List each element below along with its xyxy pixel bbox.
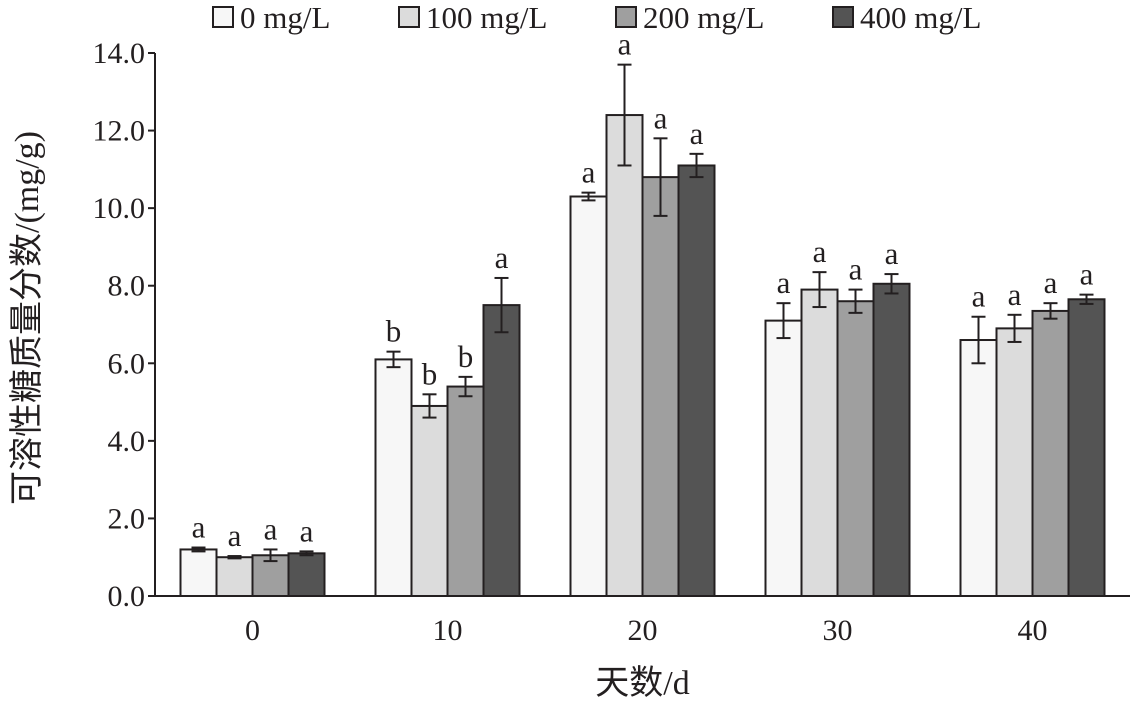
bar bbox=[251, 554, 290, 598]
significance-label: a bbox=[1044, 265, 1058, 300]
significance-label: b bbox=[458, 339, 474, 374]
bar bbox=[410, 404, 449, 598]
error-bars bbox=[191, 63, 1094, 563]
significance-label: a bbox=[690, 116, 704, 151]
bar bbox=[215, 556, 254, 598]
x-tick-label: 40 bbox=[1018, 614, 1048, 647]
x-tick-label: 0 bbox=[245, 614, 260, 647]
significance-label: a bbox=[849, 252, 863, 287]
bar bbox=[605, 114, 644, 598]
bar bbox=[836, 300, 875, 597]
legend-swatch bbox=[212, 6, 234, 28]
bar bbox=[800, 288, 839, 597]
bar bbox=[1031, 309, 1070, 597]
bar bbox=[446, 385, 485, 597]
x-tick-label: 10 bbox=[433, 614, 463, 647]
legend-label: 200 mg/L bbox=[643, 0, 764, 35]
significance-label: a bbox=[300, 513, 314, 548]
significance-label: a bbox=[618, 27, 632, 62]
significance-label: a bbox=[264, 511, 278, 546]
bar bbox=[374, 358, 413, 597]
x-tick-label: 20 bbox=[628, 614, 658, 647]
legend-swatch bbox=[615, 6, 637, 28]
significance-label: a bbox=[495, 240, 509, 275]
bar bbox=[995, 327, 1034, 597]
legend-swatch bbox=[832, 6, 854, 28]
significance-label: a bbox=[813, 234, 827, 269]
bar bbox=[482, 304, 521, 597]
y-tick-label: 14.0 bbox=[93, 37, 146, 70]
y-tick-label: 0.0 bbox=[108, 580, 146, 613]
significance-label: a bbox=[228, 518, 242, 553]
significance-label: a bbox=[1080, 257, 1094, 292]
y-tick-label: 12.0 bbox=[93, 115, 146, 148]
y-tick-label: 10.0 bbox=[93, 192, 146, 225]
significance-label: a bbox=[777, 265, 791, 300]
significance-label: a bbox=[192, 510, 206, 545]
y-axis-title: 可溶性糖质量分数/(mg/g) bbox=[8, 131, 46, 505]
significance-label: a bbox=[885, 236, 899, 271]
significance-label: a bbox=[972, 279, 986, 314]
bar bbox=[959, 339, 998, 597]
y-tick-label: 8.0 bbox=[108, 270, 146, 303]
bar bbox=[872, 282, 911, 597]
legend-label: 0 mg/L bbox=[240, 0, 330, 35]
y-tick-label: 2.0 bbox=[108, 502, 146, 535]
axes: 0.0 2.0 4.0 6.0 8.0 10.0 12.0 14.0 0 10 20 30 40 bbox=[93, 37, 1130, 647]
legend: 0 mg/L 100 mg/L 200 mg/L 400 mg/L bbox=[212, 0, 981, 35]
bar bbox=[287, 552, 326, 597]
legend-label: 400 mg/L bbox=[860, 0, 981, 35]
significance-label: a bbox=[1008, 277, 1022, 312]
bar bbox=[677, 164, 716, 597]
x-axis-title: 天数/d bbox=[595, 664, 689, 702]
legend-label: 100 mg/L bbox=[426, 0, 547, 35]
bar bbox=[569, 195, 608, 597]
significance-label: b bbox=[422, 356, 438, 391]
bar bbox=[764, 319, 803, 597]
significance-label: b bbox=[386, 314, 402, 349]
significance-label: a bbox=[582, 155, 596, 190]
bars bbox=[179, 114, 1106, 598]
bar bbox=[641, 176, 680, 597]
bar bbox=[1067, 298, 1106, 597]
significance-label: a bbox=[654, 100, 668, 135]
legend-swatch bbox=[398, 6, 420, 28]
bar bbox=[179, 548, 218, 598]
y-tick-label: 4.0 bbox=[108, 425, 146, 458]
x-tick-label: 30 bbox=[823, 614, 853, 647]
y-tick-label: 6.0 bbox=[108, 347, 146, 380]
